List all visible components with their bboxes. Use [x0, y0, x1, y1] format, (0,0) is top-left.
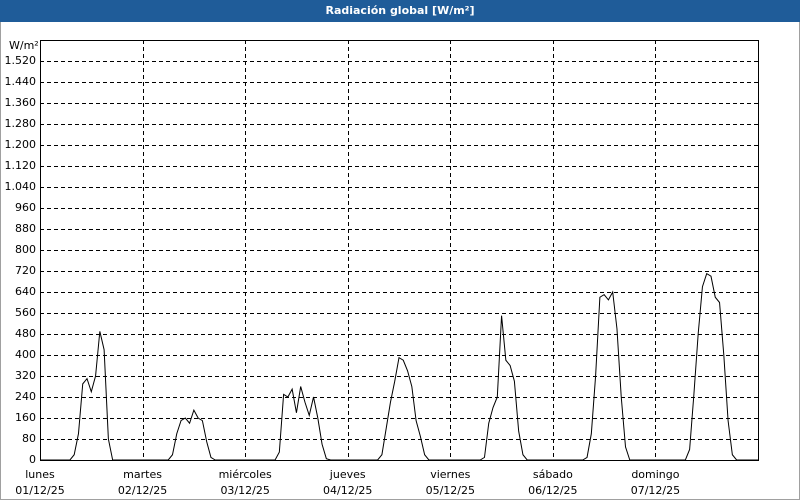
y-tick-label: 1.360: [5, 96, 37, 109]
x-tick-label: miércoles: [219, 468, 272, 481]
x-tick-date: 02/12/25: [118, 484, 167, 497]
x-tick-label: jueves: [329, 468, 366, 481]
chart-title: Radiación global [W/m²]: [325, 4, 474, 17]
x-tick-label: domingo: [631, 468, 679, 481]
title-bar: [0, 0, 800, 22]
y-tick-label: 400: [15, 348, 36, 361]
y-tick-label: 160: [15, 411, 36, 424]
x-tick-label: lunes: [25, 468, 55, 481]
y-tick-label: 1.280: [5, 117, 37, 130]
data-line: [40, 272, 758, 461]
y-tick-label: 240: [15, 390, 36, 403]
x-tick-label: martes: [123, 468, 162, 481]
x-tick-date: 03/12/25: [220, 484, 269, 497]
y-tick-label: 640: [15, 285, 36, 298]
x-tick-date: 01/12/25: [15, 484, 64, 497]
x-tick-label: viernes: [430, 468, 470, 481]
x-tick-label: sábado: [533, 468, 573, 481]
x-tick-date: 07/12/25: [631, 484, 680, 497]
y-tick-label: 1.200: [5, 138, 37, 151]
y-tick-label: 1.520: [5, 54, 37, 67]
y-tick-label: 800: [15, 243, 36, 256]
y-axis-label: W/m²: [9, 39, 39, 52]
y-tick-label: 480: [15, 327, 36, 340]
y-tick-label: 1.040: [5, 180, 37, 193]
y-tick-label: 880: [15, 222, 36, 235]
y-tick-label: 960: [15, 201, 36, 214]
y-tick-label: 1.120: [5, 159, 37, 172]
y-tick-label: 0: [29, 453, 36, 466]
y-tick-label: 320: [15, 369, 36, 382]
y-tick-label: 720: [15, 264, 36, 277]
y-tick-label: 560: [15, 306, 36, 319]
y-tick-label: 1.440: [5, 75, 37, 88]
x-tick-date: 06/12/25: [528, 484, 577, 497]
y-tick-label: 80: [22, 432, 36, 445]
x-tick-date: 05/12/25: [426, 484, 475, 497]
x-tick-date: 04/12/25: [323, 484, 372, 497]
